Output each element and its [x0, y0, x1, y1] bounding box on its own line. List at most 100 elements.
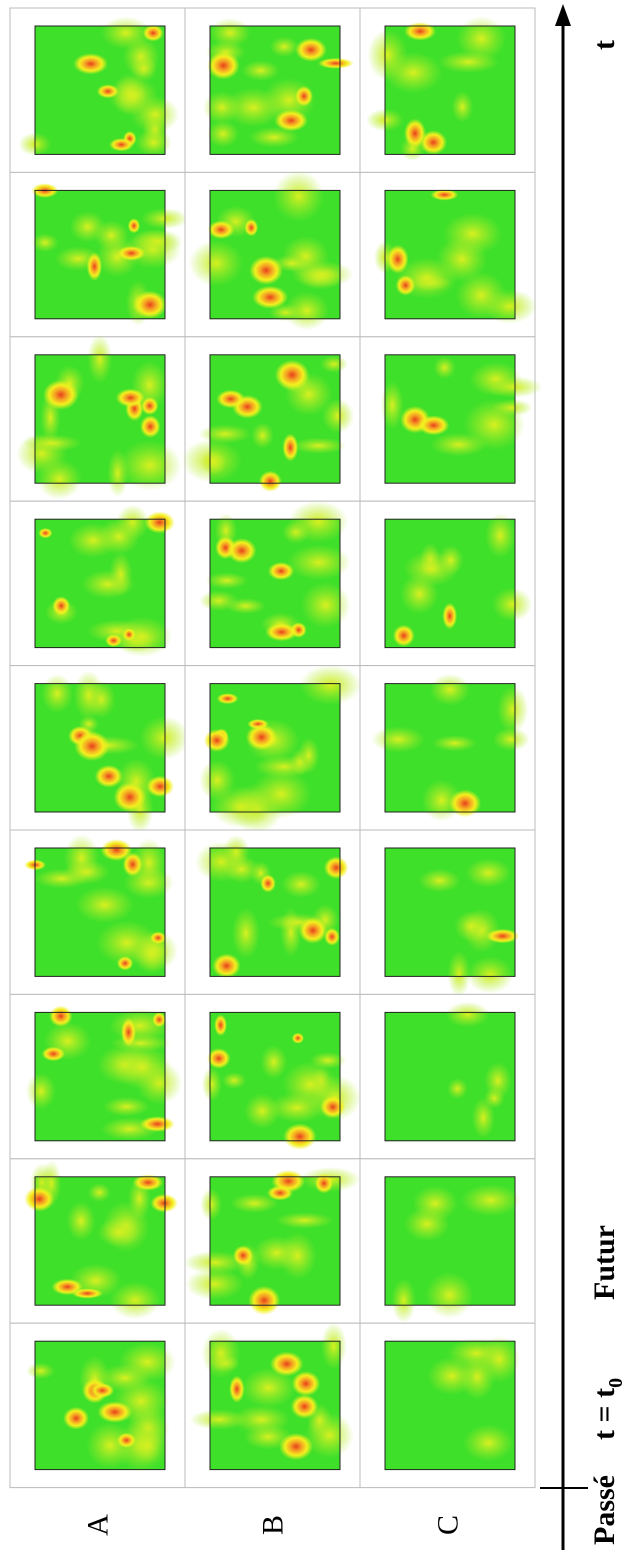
heatmap-hotspot: [116, 956, 134, 971]
heatmap-region: [471, 1097, 495, 1139]
heatmap-hotspot: [152, 1012, 167, 1028]
heatmap-region: [432, 735, 478, 752]
heatmap-region: [465, 858, 512, 888]
heatmap-hotspot: [73, 53, 108, 75]
heatmap-region: [281, 870, 321, 898]
heatmap-hotspot: [290, 1394, 319, 1419]
heatmap-region: [94, 220, 129, 251]
heatmap-hotspot: [109, 138, 134, 152]
heatmap-hotspot: [442, 602, 458, 630]
heatmap-region: [380, 381, 404, 430]
heatmap-region: [206, 120, 239, 148]
heatmap-region: [222, 834, 250, 870]
heatmap-border: [209, 189, 341, 320]
heatmap-region: [109, 1281, 161, 1320]
heatmap-region: [418, 868, 461, 893]
heatmap-region: [68, 523, 118, 558]
heatmap-border: [34, 1176, 166, 1306]
heatmap-hotspot: [146, 775, 175, 798]
heatmap-hotspot: [122, 852, 143, 877]
heatmap-region: [491, 587, 533, 622]
heatmap-hotspot: [260, 874, 276, 893]
row-label: C: [432, 1515, 465, 1535]
row-label: A: [82, 1514, 115, 1536]
heatmap-border: [209, 1011, 341, 1142]
heatmap-region: [131, 228, 183, 254]
heatmap-region: [188, 240, 244, 287]
heatmap-hotspot: [317, 57, 354, 69]
present-label: t = t0: [588, 1378, 626, 1440]
heatmap-region: [268, 1092, 326, 1123]
heatmap-region: [139, 715, 190, 760]
heatmap-border: [209, 683, 341, 813]
heatmap-region: [112, 1044, 172, 1090]
heatmap-hotspot: [117, 245, 146, 261]
heatmap-region: [463, 1424, 514, 1462]
heatmap-region: [109, 552, 133, 597]
heatmap-region: [130, 55, 158, 83]
heatmap-region: [203, 91, 241, 124]
heatmap-hotspot: [324, 927, 340, 946]
heatmap-hotspot: [97, 1401, 133, 1423]
heatmap-region: [460, 1183, 521, 1217]
heatmap-region: [201, 1067, 222, 1102]
heatmap-region: [132, 838, 166, 888]
time-axis-arrowhead: [555, 4, 571, 26]
heatmap-region: [132, 1427, 163, 1464]
heatmap-hotspot: [320, 1095, 346, 1119]
heatmap-region: [490, 399, 533, 417]
heatmap-region: [455, 271, 507, 319]
heatmap-hotspot: [227, 538, 257, 564]
heatmap-region: [221, 1072, 247, 1089]
heatmap-hotspot: [51, 1278, 84, 1296]
heatmap-region: [291, 437, 346, 454]
heatmap-border: [209, 25, 341, 155]
heatmap-hotspot: [298, 917, 328, 944]
heatmap-border: [384, 683, 516, 813]
present-main: t = t: [588, 1388, 621, 1440]
heatmap-hotspot: [279, 1433, 314, 1461]
heatmap-hotspot: [207, 1048, 231, 1069]
heatmap-region: [391, 1278, 416, 1323]
heatmap-border: [384, 189, 516, 320]
heatmap-hotspot: [86, 252, 103, 281]
heatmap-hotspot: [24, 1186, 55, 1212]
heatmap-hotspot: [115, 388, 146, 408]
heatmap-hotspot: [42, 379, 79, 410]
heatmap-hotspot: [214, 1014, 228, 1036]
heatmap-region: [185, 1268, 244, 1301]
heatmap-hotspot: [121, 1017, 137, 1047]
heatmap-region: [299, 665, 362, 706]
heatmap-region: [456, 16, 507, 62]
heatmap-hotspot: [232, 1245, 254, 1266]
heatmap-region: [199, 759, 236, 802]
heatmap-hotspot: [419, 130, 447, 155]
heatmap-region: [22, 434, 82, 452]
heatmap-region: [181, 438, 242, 483]
heatmap-hotspot: [392, 624, 415, 647]
heatmap-region: [63, 859, 110, 885]
heatmap-border: [384, 1011, 516, 1142]
heatmap-region: [421, 779, 462, 822]
heatmap-region: [75, 886, 134, 924]
heatmap-hotspot: [140, 396, 159, 415]
heatmap-hotspot: [265, 622, 298, 642]
heatmap-region: [231, 907, 261, 959]
heatmap-hotspot: [267, 1185, 294, 1201]
heatmap-hotspot: [258, 470, 282, 492]
heatmap-region: [225, 597, 267, 614]
heatmap-hotspot: [74, 731, 110, 761]
heatmap-region: [31, 233, 59, 253]
heatmap-hotspot: [252, 285, 288, 309]
heatmap-region: [97, 1217, 142, 1248]
heatmap-border: [384, 25, 516, 155]
heatmap-region: [466, 956, 514, 994]
heatmap-region: [447, 950, 471, 997]
heatmap-region: [273, 170, 325, 222]
heatmap-region: [400, 573, 439, 615]
heatmap-region: [309, 1051, 347, 1069]
heatmap-region: [41, 673, 74, 714]
heatmap-region: [118, 1342, 176, 1382]
future-label: Futur: [588, 1225, 621, 1300]
